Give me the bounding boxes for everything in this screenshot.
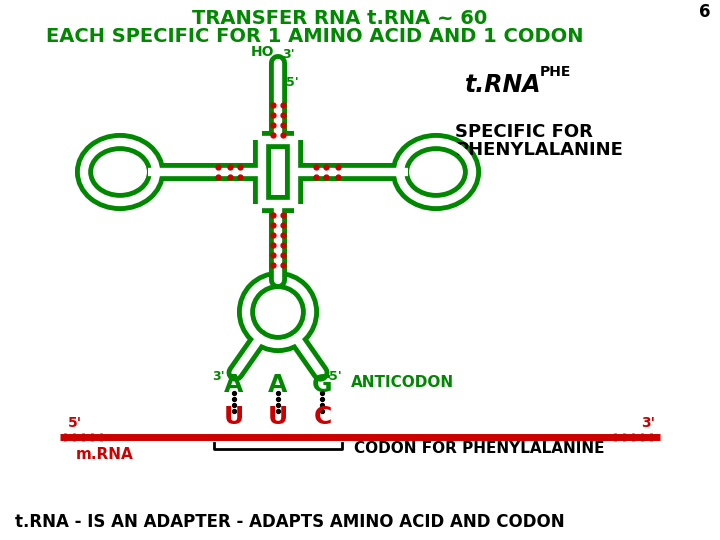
- Text: TRANSFER RNA t.RNA ~ 60: TRANSFER RNA t.RNA ~ 60: [192, 9, 487, 28]
- Text: t.RNA: t.RNA: [465, 73, 541, 97]
- Text: 6: 6: [698, 3, 710, 21]
- Text: SPECIFIC FOR: SPECIFIC FOR: [455, 123, 593, 141]
- Text: 5': 5': [286, 77, 299, 90]
- Text: CODON FOR PHENYLALANINE: CODON FOR PHENYLALANINE: [354, 441, 605, 456]
- Text: HO: HO: [251, 45, 274, 59]
- Text: ANTICODON: ANTICODON: [351, 375, 454, 390]
- Text: PHE: PHE: [540, 65, 572, 79]
- Text: U: U: [223, 404, 243, 429]
- Text: EACH SPECIFIC FOR 1 AMINO ACID AND 1 CODON: EACH SPECIFIC FOR 1 AMINO ACID AND 1 COD…: [46, 26, 584, 45]
- Text: m.RNA: m.RNA: [76, 447, 134, 462]
- Text: PHENYLALANINE: PHENYLALANINE: [455, 141, 623, 159]
- Text: U: U: [268, 404, 288, 429]
- Text: A: A: [224, 373, 243, 396]
- Text: 3': 3': [641, 416, 655, 430]
- Text: 5': 5': [329, 370, 342, 383]
- Text: G: G: [312, 373, 333, 396]
- Text: A: A: [269, 373, 288, 396]
- Text: 3': 3': [212, 370, 225, 383]
- Text: C: C: [313, 404, 332, 429]
- Text: 3': 3': [282, 48, 294, 61]
- Text: 5': 5': [68, 416, 82, 430]
- Text: t.RNA - IS AN ADAPTER - ADAPTS AMINO ACID AND CODON: t.RNA - IS AN ADAPTER - ADAPTS AMINO ACI…: [15, 513, 564, 531]
